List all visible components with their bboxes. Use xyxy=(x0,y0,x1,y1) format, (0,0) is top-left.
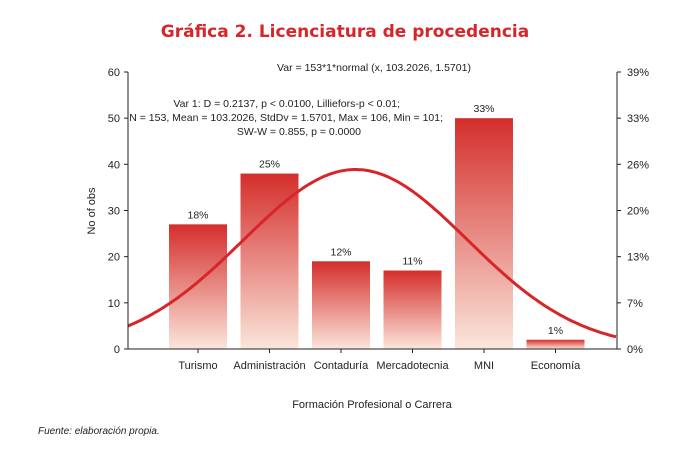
stats-line-2: N = 153, Mean = 103.2026, StdDv = 1.5701… xyxy=(129,112,443,124)
y-tick-label: 50 xyxy=(108,113,120,125)
y2-tick-label: 13% xyxy=(627,252,649,264)
y2-tick-label: 0% xyxy=(627,344,643,356)
x-tick-label: Mercadotecnia xyxy=(376,360,449,372)
bar-1 xyxy=(169,224,227,349)
x-tick-label: MNI xyxy=(474,360,494,372)
chart-subtitle: Var = 153*1*normal (x, 103.2026, 1.5701) xyxy=(277,62,471,74)
bar-5 xyxy=(455,118,513,350)
normal-curve xyxy=(127,168,617,339)
y-tick-label: 30 xyxy=(108,206,120,218)
x-tick-label: Contaduría xyxy=(314,360,369,372)
bar-2 xyxy=(240,173,299,349)
y-axis: 0 10 20 30 40 50 60 xyxy=(108,67,129,356)
y2-tick-label: 33% xyxy=(627,113,649,125)
source-note: Fuente: elaboración propia. xyxy=(38,426,160,437)
y-tick-label: 10 xyxy=(108,298,120,310)
bar-value-label: 18% xyxy=(187,209,208,221)
y-tick-label: 20 xyxy=(108,252,120,264)
y-tick-label: 40 xyxy=(108,159,120,171)
y-tick-label: 0 xyxy=(114,344,120,356)
y2-tick-label: 7% xyxy=(627,298,643,310)
stats-annotation: Var 1: D = 0.2137, p < 0.0100, Lilliefor… xyxy=(129,98,443,138)
x-axis: Turismo Administración Contaduría Mercadote… xyxy=(178,349,581,372)
bars-layer xyxy=(169,118,585,350)
x-tick-label: Economía xyxy=(531,360,581,372)
y-axis-label: No of obs xyxy=(86,187,98,235)
x-axis-label: Formación Profesional o Carrera xyxy=(292,399,452,411)
bar-3 xyxy=(312,261,370,349)
y-tick-label: 60 xyxy=(108,67,120,79)
bar-labels-layer: 18% 25% 12% 11% 33% 1% xyxy=(187,103,563,337)
y2-tick-label: 39% xyxy=(627,67,649,79)
y2-tick-label: 20% xyxy=(627,206,649,218)
bar-4 xyxy=(383,270,442,349)
bar-value-label: 11% xyxy=(402,256,422,268)
bar-value-label: 33% xyxy=(473,103,494,115)
x-tick-label: Turismo xyxy=(178,360,217,372)
y2-tick-label: 26% xyxy=(627,159,649,171)
stats-line-1: Var 1: D = 0.2137, p < 0.0100, Lilliefor… xyxy=(173,98,400,110)
stats-line-3: SW-W = 0.855, p = 0.0000 xyxy=(237,126,361,138)
bar-6 xyxy=(526,339,585,349)
x-tick-label: Administración xyxy=(233,360,305,372)
bar-value-label: 1% xyxy=(548,325,563,337)
y2-axis: 0% 7% 13% 20% 26% 33% 39% xyxy=(616,67,649,356)
bar-value-label: 25% xyxy=(259,159,280,171)
chart-title: Gráfica 2. Licenciatura de procedencia xyxy=(160,22,530,42)
bar-value-label: 12% xyxy=(330,246,351,258)
